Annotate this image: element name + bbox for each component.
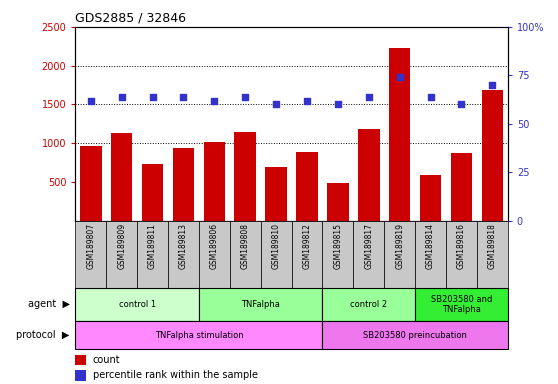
Bar — [358, 129, 379, 221]
Point — [364, 94, 373, 100]
Bar — [142, 164, 163, 221]
Point — [302, 98, 311, 104]
Point — [457, 101, 466, 108]
Point — [334, 101, 343, 108]
Text: GSM189809: GSM189809 — [117, 223, 126, 269]
Bar — [323, 321, 508, 349]
Point — [488, 82, 497, 88]
Text: GSM189816: GSM189816 — [457, 223, 466, 269]
Text: GDS2885 / 32846: GDS2885 / 32846 — [75, 11, 186, 24]
Point — [272, 101, 281, 108]
Text: GSM189814: GSM189814 — [426, 223, 435, 269]
Text: GSM189806: GSM189806 — [210, 223, 219, 269]
Point — [395, 74, 404, 80]
Text: TNFalpha: TNFalpha — [241, 300, 280, 309]
Bar — [327, 183, 349, 221]
Bar — [477, 221, 508, 288]
Bar — [415, 221, 446, 288]
Bar — [446, 221, 477, 288]
Text: GSM189808: GSM189808 — [240, 223, 250, 269]
Text: GSM189815: GSM189815 — [333, 223, 343, 269]
Bar — [111, 133, 132, 221]
Bar — [199, 288, 323, 321]
Text: SB203580 preincubation: SB203580 preincubation — [363, 331, 467, 339]
Bar — [323, 221, 353, 288]
Text: GSM189807: GSM189807 — [86, 223, 95, 269]
Point — [179, 94, 188, 100]
Text: percentile rank within the sample: percentile rank within the sample — [93, 370, 258, 381]
Text: count: count — [93, 355, 121, 365]
Point — [210, 98, 219, 104]
Bar — [80, 146, 102, 221]
Bar — [261, 221, 292, 288]
Bar — [75, 355, 86, 365]
Point — [86, 98, 95, 104]
Point — [148, 94, 157, 100]
Text: GSM189811: GSM189811 — [148, 223, 157, 269]
Text: GSM189817: GSM189817 — [364, 223, 373, 269]
Text: GSM189812: GSM189812 — [302, 223, 311, 269]
Text: agent  ▶: agent ▶ — [28, 299, 70, 310]
Bar — [384, 221, 415, 288]
Bar — [323, 288, 415, 321]
Bar — [204, 142, 225, 221]
Text: GSM189813: GSM189813 — [179, 223, 188, 269]
Bar — [168, 221, 199, 288]
Bar — [265, 167, 287, 221]
Bar — [389, 48, 411, 221]
Point — [117, 94, 126, 100]
Bar — [199, 221, 230, 288]
Bar — [75, 321, 323, 349]
Bar — [291, 221, 323, 288]
Bar — [420, 175, 441, 221]
Bar — [230, 221, 261, 288]
Bar — [296, 152, 318, 221]
Bar — [451, 153, 472, 221]
Bar — [75, 370, 86, 381]
Text: protocol  ▶: protocol ▶ — [16, 330, 70, 340]
Bar — [482, 90, 503, 221]
Point — [426, 94, 435, 100]
Bar — [172, 148, 194, 221]
Bar — [106, 221, 137, 288]
Text: control 1: control 1 — [118, 300, 156, 309]
Bar — [353, 221, 384, 288]
Bar — [234, 132, 256, 221]
Text: GSM189819: GSM189819 — [395, 223, 404, 269]
Bar — [75, 288, 199, 321]
Text: TNFalpha stimulation: TNFalpha stimulation — [155, 331, 243, 339]
Bar — [75, 221, 106, 288]
Point — [240, 94, 249, 100]
Text: SB203580 and
TNFalpha: SB203580 and TNFalpha — [431, 295, 492, 314]
Bar — [415, 288, 508, 321]
Text: GSM189810: GSM189810 — [272, 223, 281, 269]
Bar — [137, 221, 168, 288]
Text: control 2: control 2 — [350, 300, 387, 309]
Text: GSM189818: GSM189818 — [488, 223, 497, 269]
